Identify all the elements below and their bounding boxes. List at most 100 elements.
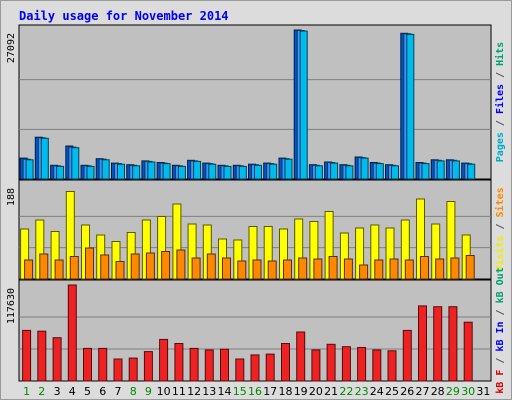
axis-legend-middle: Visits / Sites	[494, 187, 506, 271]
bar-top-pages-day-2	[40, 137, 49, 180]
x-tick-label-day-12: 12	[187, 385, 201, 398]
ymax-label-bottom: 117630	[6, 288, 17, 324]
bar-top-pages-day-19	[299, 30, 308, 180]
x-tick-label-day-21: 21	[324, 385, 338, 398]
bar-top-pages-day-15	[238, 165, 247, 180]
bar-bottom-kb-f-day-3	[52, 337, 62, 382]
bar-middle-sites-day-12	[191, 257, 201, 280]
x-tick-label-day-29: 29	[446, 385, 460, 398]
bar-middle-sites-day-9	[145, 252, 155, 280]
bar-middle-sites-day-23	[359, 264, 369, 280]
bar-middle-sites-day-16	[252, 259, 262, 280]
bar-top-pages-day-13	[208, 163, 217, 180]
x-tick-label-day-6: 6	[99, 385, 106, 398]
bar-bottom-kb-f-day-17	[265, 353, 275, 382]
ymax-label-middle: 188	[6, 188, 17, 206]
bar-bottom-kb-f-day-27	[418, 305, 427, 382]
bar-top-pages-day-20	[314, 165, 323, 180]
bar-top-pages-day-29	[451, 160, 460, 180]
bar-middle-sites-day-29	[450, 257, 460, 280]
bar-top-pages-day-26	[406, 33, 415, 180]
bar-middle-sites-day-15	[237, 260, 247, 280]
x-tick-label-day-8: 8	[130, 385, 137, 398]
bar-top-pages-day-9	[147, 161, 156, 180]
bar-top-pages-day-27	[421, 163, 430, 180]
bar-middle-sites-day-11	[176, 249, 186, 280]
bar-top-pages-day-8	[132, 165, 141, 180]
bar-bottom-kb-f-day-11	[174, 343, 184, 382]
bar-top-pages-day-12	[193, 160, 202, 180]
bar-middle-sites-day-14	[222, 257, 231, 280]
bar-middle-sites-day-25	[389, 258, 399, 280]
bar-middle-sites-day-13	[206, 253, 216, 280]
legend-entry-middle-2: Sites	[494, 187, 506, 217]
x-tick-label-day-15: 15	[233, 385, 247, 398]
bar-top-pages-day-10	[162, 163, 171, 180]
bar-top-pages-day-11	[177, 165, 186, 180]
bar-middle-sites-day-1	[24, 259, 34, 280]
bar-middle-sites-day-6	[100, 254, 110, 280]
legend-entry-top-2: Files	[494, 84, 506, 114]
legend-entry-middle-1: /	[495, 217, 506, 235]
bar-top-pages-day-28	[436, 160, 445, 180]
bar-top-pages-day-3	[56, 165, 65, 180]
x-tick-label-day-10: 10	[157, 385, 171, 398]
x-tick-label-day-19: 19	[294, 385, 308, 398]
bar-middle-sites-day-3	[54, 259, 64, 280]
bar-top-pages-day-18	[284, 158, 293, 180]
x-tick-label-day-25: 25	[385, 385, 399, 398]
bar-bottom-kb-f-day-26	[402, 329, 412, 382]
legend-entry-bottom-2: kB In	[495, 321, 506, 351]
x-tick-label-day-13: 13	[202, 385, 216, 398]
x-tick-label-day-14: 14	[218, 385, 232, 398]
bar-bottom-kb-f-day-10	[159, 338, 169, 382]
x-tick-label-day-4: 4	[69, 385, 76, 398]
bar-bottom-kb-f-day-15	[235, 358, 245, 382]
x-tick-label-day-5: 5	[84, 385, 91, 398]
bar-top-pages-day-17	[269, 163, 278, 180]
bar-top-pages-day-23	[360, 157, 369, 180]
bar-top-pages-day-21	[330, 162, 339, 180]
x-tick-label-day-11: 11	[172, 385, 186, 398]
legend-entry-bottom-0: kB F	[495, 370, 506, 394]
x-tick-label-day-18: 18	[279, 385, 293, 398]
bar-top-pages-day-4	[71, 147, 80, 180]
bar-top-pages-day-5	[86, 165, 95, 180]
bar-middle-sites-day-2	[39, 253, 49, 280]
x-tick-label-day-20: 20	[309, 385, 323, 398]
bar-middle-sites-day-24	[374, 259, 384, 280]
bar-top-pages-day-1	[25, 159, 34, 180]
x-tick-label-day-9: 9	[145, 385, 152, 398]
x-tick-label-day-3: 3	[54, 385, 61, 398]
x-tick-label-day-24: 24	[370, 385, 384, 398]
chart-title: Daily usage for November 2014	[19, 9, 229, 23]
bar-middle-sites-day-20	[313, 258, 323, 280]
legend-entry-bottom-4: kB Out	[495, 267, 506, 303]
legend-entry-top-0: Pages	[495, 132, 506, 162]
bar-bottom-kb-f-day-21	[326, 343, 336, 382]
bar-middle-sites-day-17	[267, 260, 277, 280]
bar-middle-sites-day-7	[115, 261, 125, 280]
x-tick-label-day-26: 26	[400, 385, 414, 398]
bar-bottom-kb-f-day-7	[113, 358, 123, 382]
bar-middle-sites-day-26	[404, 259, 414, 280]
x-tick-label-day-28: 28	[431, 385, 445, 398]
bar-middle-sites-day-19	[298, 257, 308, 280]
bar-middle-sites-day-18	[283, 259, 292, 280]
ymax-label-top: 27092	[6, 33, 17, 63]
legend-entry-top-3: /	[495, 66, 506, 84]
bar-middle-sites-day-10	[161, 251, 171, 280]
bar-bottom-kb-f-day-1	[22, 329, 32, 382]
axis-legend-bottom: kB F / kB In / kB Out	[495, 267, 506, 393]
bar-bottom-kb-f-day-24	[372, 349, 382, 382]
legend-entry-top-4: Hits	[494, 42, 506, 66]
bar-middle-sites-day-22	[343, 258, 353, 280]
bar-bottom-kb-f-day-9	[143, 351, 153, 382]
x-tick-label-day-23: 23	[355, 385, 369, 398]
x-tick-label-day-30: 30	[461, 385, 475, 398]
legend-entry-bottom-3: /	[495, 303, 506, 321]
bar-bottom-kb-f-day-22	[341, 346, 351, 382]
axis-legend-top: Pages / Files / Hits	[494, 42, 506, 162]
x-tick-label-day-16: 16	[248, 385, 262, 398]
